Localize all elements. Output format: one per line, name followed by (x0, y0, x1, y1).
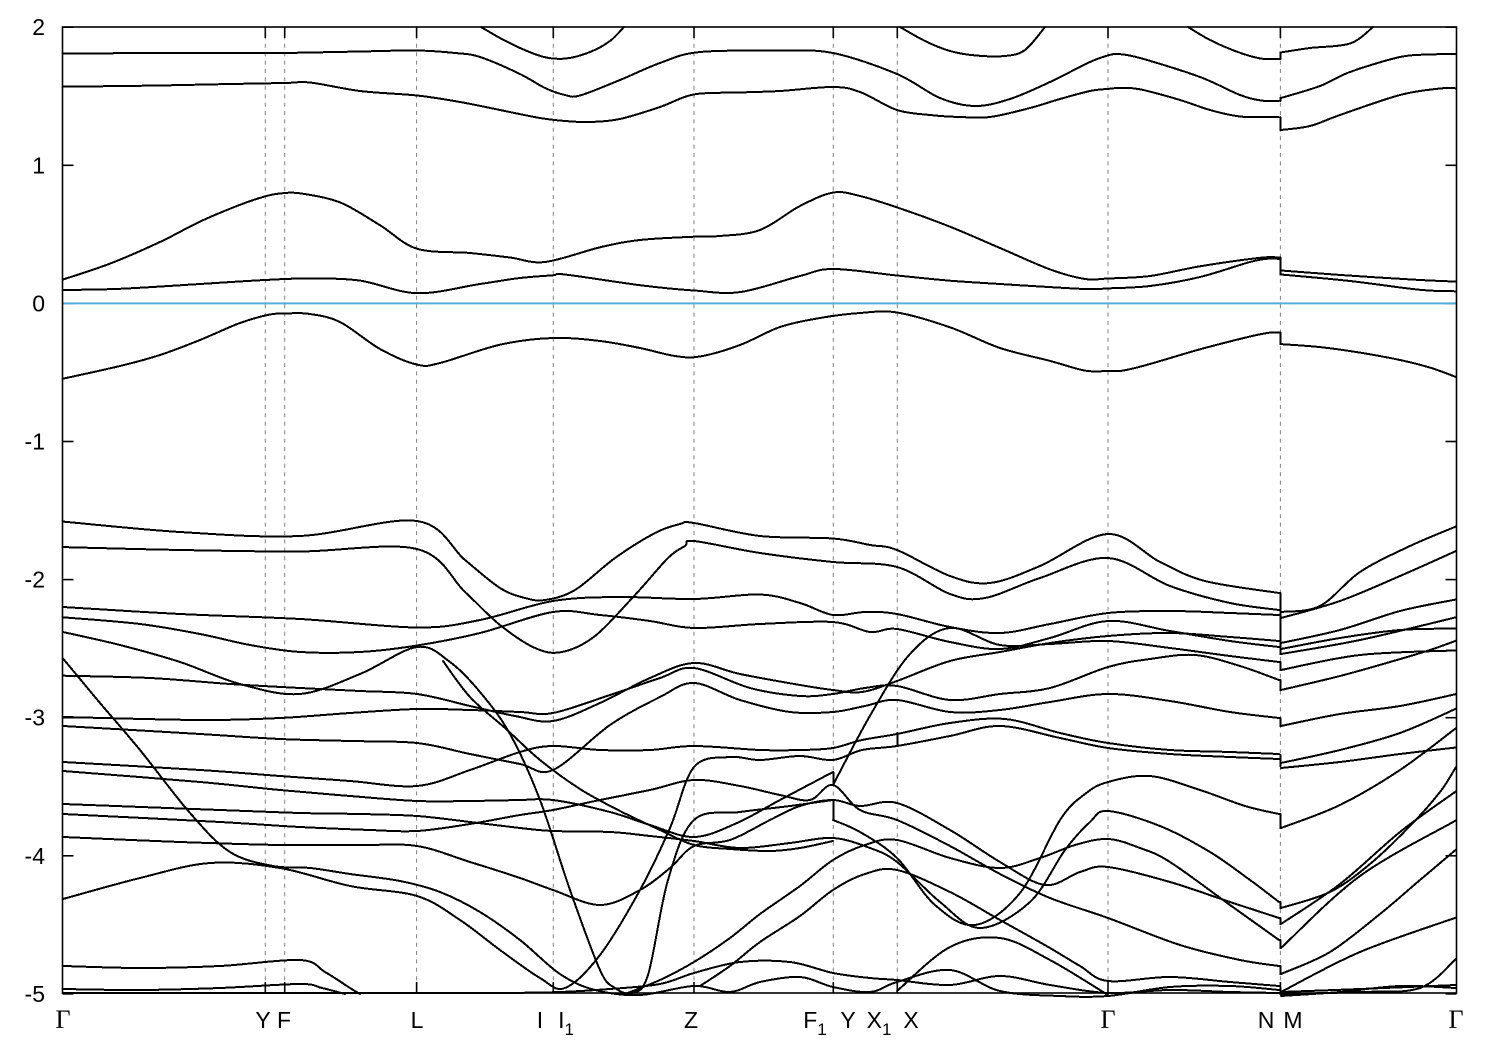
svg-text:Y: Y (840, 1007, 855, 1033)
svg-text:-2: -2 (25, 567, 45, 593)
svg-text:Z: Z (684, 1007, 698, 1033)
svg-text:N: N (1258, 1007, 1275, 1033)
svg-text:Γ: Γ (1100, 1005, 1115, 1034)
svg-text:I1: I1 (558, 1007, 574, 1039)
svg-text:X: X (903, 1007, 918, 1033)
svg-text:0: 0 (32, 290, 45, 316)
svg-text:-3: -3 (25, 705, 45, 731)
svg-text:M: M (1283, 1007, 1302, 1033)
svg-text:I: I (537, 1007, 543, 1033)
svg-text:2: 2 (32, 14, 45, 40)
svg-text:X1: X1 (867, 1007, 892, 1039)
svg-text:-5: -5 (25, 981, 45, 1007)
svg-text:-1: -1 (25, 429, 45, 455)
svg-text:Γ: Γ (1448, 1005, 1463, 1034)
svg-text:1: 1 (32, 152, 45, 178)
svg-text:-4: -4 (25, 843, 46, 869)
svg-text:F1: F1 (803, 1007, 827, 1039)
svg-text:L: L (411, 1007, 424, 1033)
svg-text:F: F (277, 1007, 291, 1033)
svg-text:Y: Y (255, 1007, 270, 1033)
svg-text:Γ: Γ (55, 1005, 70, 1034)
